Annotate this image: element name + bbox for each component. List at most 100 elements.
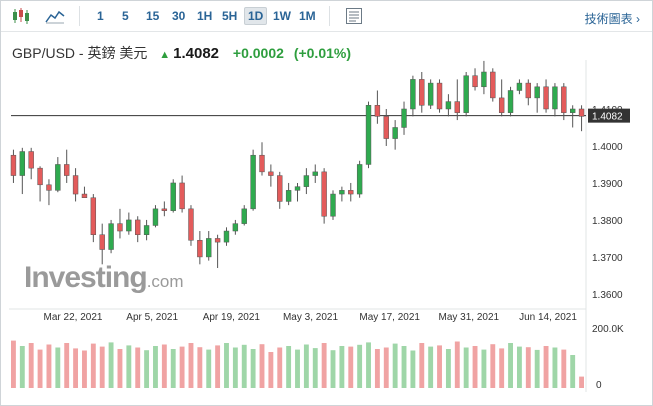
candlestick-chart-icon[interactable] [11,7,31,25]
last-price: 1.4082 [173,45,220,62]
area-chart-icon[interactable] [45,7,65,25]
watermark-suffix: .com [146,272,184,291]
candle-body [552,86,558,110]
candle-body [64,164,70,176]
volume-bar [499,348,505,388]
chevron-right-icon: › [636,12,640,26]
volume-bar [161,344,167,388]
volume-bar [472,346,478,388]
volume-bar [170,349,176,388]
candle-body [561,86,567,113]
volume-bar [552,347,558,388]
volume-bar [321,343,327,388]
x-tick-label: Jun 14, 2021 [519,312,577,323]
volume-bar [126,345,132,388]
candle-body [312,171,318,176]
candle-body [330,193,336,217]
candle-body [339,190,345,195]
candle-body [569,108,576,113]
candle-body [383,116,389,139]
volume-bar [28,343,34,388]
volume-bar [19,346,25,388]
volume-bar [197,347,203,388]
y-tick-label: 1.3800 [592,216,623,227]
volume-bar [268,352,274,388]
candle-body [454,101,460,113]
candle-body [436,82,443,110]
candle-body [161,208,168,211]
volume-bar [64,343,70,388]
price-change: +0.0002 [232,45,284,61]
volume-bar [348,346,354,388]
volume-bar [534,349,540,388]
timeframe-1m[interactable]: 1M [299,9,316,23]
volume-bar [419,343,425,388]
candle-body [401,108,407,128]
candle-body [321,171,327,217]
investing-watermark: Investing.com [24,261,184,295]
timeframe-1w[interactable]: 1W [273,9,291,23]
timeframe-1[interactable]: 1 [97,9,104,23]
timeframe-30[interactable]: 30 [172,9,186,23]
candle-body [126,219,132,232]
timeframe-5h[interactable]: 5H [222,9,238,23]
x-tick-label: May 17, 2021 [359,312,420,323]
volume-bar [73,348,79,388]
timeframe-1h[interactable]: 1H [197,9,213,23]
candle-body [90,197,97,235]
volume-bar [428,346,434,388]
volume-bar [286,346,292,388]
candle-body [117,223,123,232]
candle-body [356,164,363,195]
candle-body [277,175,283,202]
volume-bar [303,344,309,388]
volume-bar [179,346,185,388]
candle-body [525,82,531,99]
price-change-percent: (+0.01%) [293,45,352,61]
volume-bar [295,349,300,388]
candle-body [303,175,310,187]
candle-body [223,230,230,243]
volume-tick-label: 200.0K [592,324,624,335]
timeframe-1d[interactable]: 1D [244,7,268,25]
document-icon[interactable] [344,7,364,25]
volume-bar [144,350,150,388]
candle-body [188,208,194,241]
timeframe-5[interactable]: 5 [122,9,129,23]
y-tick-label: 1.3600 [592,290,623,301]
toolbar-divider [329,6,330,26]
candle-body [392,127,398,139]
volume-bar [392,343,398,388]
volume-bar [241,344,247,388]
volume-bar [579,376,585,388]
y-tick-label: 1.3900 [592,179,623,190]
current-price-tag [588,108,630,123]
volume-bar [481,349,487,388]
tech-chart-label: 技術圖表 [584,12,633,26]
volume-bar [188,343,194,388]
volume-bar [383,347,389,388]
candle-body [481,71,487,88]
volume-bar [374,349,380,388]
candle-body [498,97,505,113]
candle-body [206,238,212,258]
volume-bar [570,355,576,388]
x-tick-label: Apr 19, 2021 [203,312,261,323]
up-arrow-icon: ▲ [159,49,171,61]
tech-chart-link[interactable]: 技術圖表 › [585,10,640,27]
volume-bar [224,343,229,388]
volume-bar [206,349,212,388]
timeframe-15[interactable]: 15 [146,9,160,23]
candle-body [365,105,372,165]
candle-body [534,86,540,99]
volume-bar [55,347,61,388]
volume-bar [508,343,513,388]
candle-body [135,219,141,235]
volume-tick-label: 0 [596,380,602,391]
candle-body [99,234,105,250]
toolbar: 1 5 15 30 1H 5H 1D 1W 1M 技術圖表 › [1,1,652,32]
current-price-label: 1.4082 [592,112,623,123]
volume-bar [339,346,345,388]
volume-bar [46,344,52,388]
